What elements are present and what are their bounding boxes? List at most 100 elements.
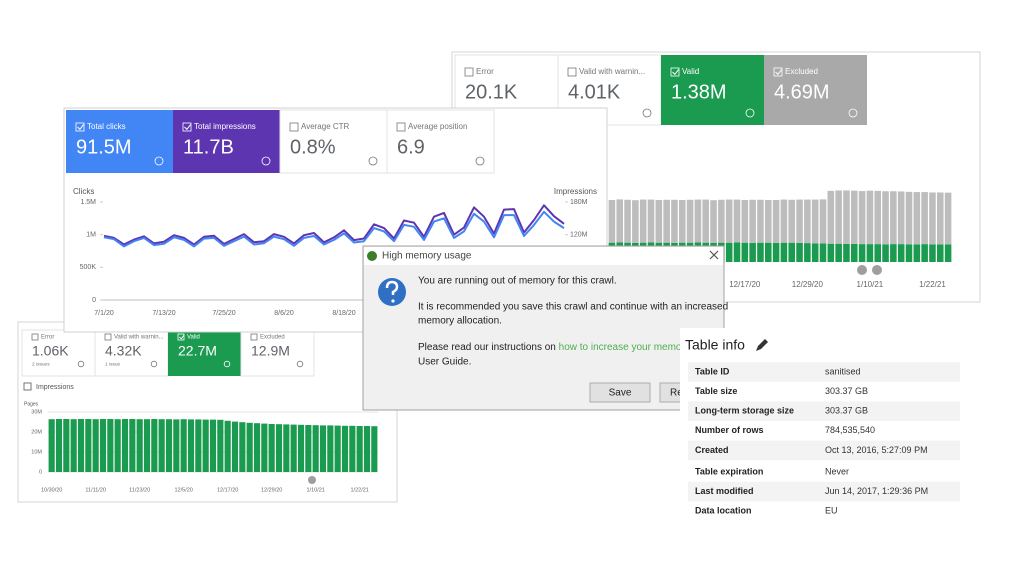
bar bbox=[624, 199, 631, 243]
row-shade bbox=[688, 362, 960, 382]
bar bbox=[843, 190, 850, 244]
bar bbox=[686, 199, 694, 243]
row-label: Last modified bbox=[695, 486, 754, 496]
dialog-instructions: Please read our instructions on how to i… bbox=[418, 342, 690, 353]
bar bbox=[913, 244, 921, 262]
panel-title: Table info bbox=[685, 337, 745, 353]
bar bbox=[165, 419, 173, 472]
bar bbox=[261, 423, 268, 472]
bar bbox=[180, 419, 187, 472]
bar bbox=[268, 424, 275, 472]
row-label: Table size bbox=[695, 386, 737, 396]
tab-value: 1.38M bbox=[671, 81, 727, 103]
x-tick-label: 1/10/21 bbox=[857, 280, 884, 289]
tab-checkbox bbox=[289, 122, 299, 132]
bar bbox=[319, 425, 327, 472]
bar bbox=[741, 199, 749, 243]
save-button[interactable] bbox=[589, 382, 651, 403]
x-tick-label: 12/29/20 bbox=[792, 280, 824, 289]
bar bbox=[827, 190, 835, 244]
bar bbox=[944, 192, 952, 245]
tab-checkbox bbox=[31, 333, 39, 341]
bar bbox=[850, 243, 858, 262]
edit-icon[interactable] bbox=[756, 339, 768, 351]
bar bbox=[929, 192, 936, 245]
tab-label: Valid with warnin... bbox=[114, 335, 164, 341]
y-tick-label: 1M bbox=[86, 232, 96, 239]
bar bbox=[63, 419, 70, 472]
bar bbox=[764, 199, 772, 243]
bar bbox=[804, 199, 811, 244]
tab[interactable] bbox=[764, 55, 867, 125]
tab-checkbox bbox=[177, 333, 185, 341]
help-icon bbox=[642, 108, 652, 118]
help-icon bbox=[150, 360, 158, 368]
x-tick-label: 7/13/20 bbox=[152, 310, 175, 317]
bar bbox=[905, 191, 913, 245]
row-shade bbox=[688, 481, 960, 502]
series-line bbox=[103, 210, 565, 248]
bar bbox=[780, 199, 788, 243]
checkbox[interactable] bbox=[23, 382, 32, 391]
x-tick-label: 1/22/21 bbox=[919, 280, 946, 289]
bar bbox=[890, 244, 897, 262]
tab[interactable] bbox=[94, 329, 169, 377]
bar bbox=[718, 199, 725, 243]
tab-value: 6.9 bbox=[397, 136, 425, 158]
y-axis-title: Clicks bbox=[73, 187, 94, 196]
bar bbox=[858, 191, 866, 245]
tab-label: Valid bbox=[682, 67, 699, 76]
help-icon bbox=[475, 156, 485, 166]
bar bbox=[48, 419, 55, 472]
help-link[interactable]: how to increase your memory bbox=[559, 342, 690, 353]
row-label: Created bbox=[695, 445, 729, 455]
tab-label: Valid with warnin... bbox=[579, 67, 645, 76]
bar bbox=[297, 424, 305, 472]
tab[interactable] bbox=[661, 55, 764, 125]
bar bbox=[882, 191, 889, 245]
x-tick-label: 1/22/21 bbox=[350, 487, 368, 493]
help-icon bbox=[745, 108, 755, 118]
tab-label: Excluded bbox=[260, 335, 285, 341]
row-value: sanitised bbox=[825, 366, 861, 376]
tab[interactable] bbox=[240, 329, 315, 377]
help-icon bbox=[223, 360, 231, 368]
tab-checkbox bbox=[773, 67, 783, 77]
bar bbox=[129, 419, 136, 472]
bar bbox=[827, 243, 835, 262]
y2-tick-label: 120M bbox=[570, 232, 588, 239]
tab-checkbox bbox=[75, 122, 85, 132]
help-icon bbox=[848, 108, 858, 118]
bar bbox=[217, 419, 224, 472]
bar bbox=[772, 242, 780, 262]
tab-value: 91.5M bbox=[76, 136, 132, 158]
close-button[interactable] bbox=[709, 250, 719, 260]
y2-axis-title: Impressions bbox=[554, 187, 597, 196]
x-tick-label: 8/18/20 bbox=[332, 310, 355, 317]
tab-checkbox bbox=[464, 67, 474, 77]
y-tick-label: 10M bbox=[31, 449, 42, 455]
bar bbox=[749, 199, 756, 243]
tab[interactable] bbox=[21, 329, 96, 377]
bar bbox=[858, 244, 866, 262]
dialog-detail: It is recommended you save this crawl an… bbox=[418, 302, 728, 313]
dialog-detail: memory allocation. bbox=[418, 316, 502, 327]
dialog-instructions: User Guide. bbox=[418, 357, 471, 368]
bar bbox=[866, 244, 874, 262]
bar bbox=[107, 419, 114, 472]
question-dot bbox=[391, 299, 395, 303]
button-label: Re bbox=[670, 388, 683, 399]
tab-value: 1.06K bbox=[32, 343, 69, 359]
bar bbox=[371, 426, 378, 472]
bar bbox=[725, 242, 733, 262]
bar bbox=[231, 421, 239, 472]
bar bbox=[143, 419, 151, 472]
bar bbox=[780, 242, 788, 262]
bar bbox=[349, 425, 356, 472]
bar bbox=[749, 242, 756, 262]
row-shade bbox=[688, 401, 960, 421]
bar bbox=[882, 244, 889, 262]
bar bbox=[187, 419, 195, 472]
bar bbox=[136, 419, 143, 472]
bar bbox=[819, 199, 827, 244]
